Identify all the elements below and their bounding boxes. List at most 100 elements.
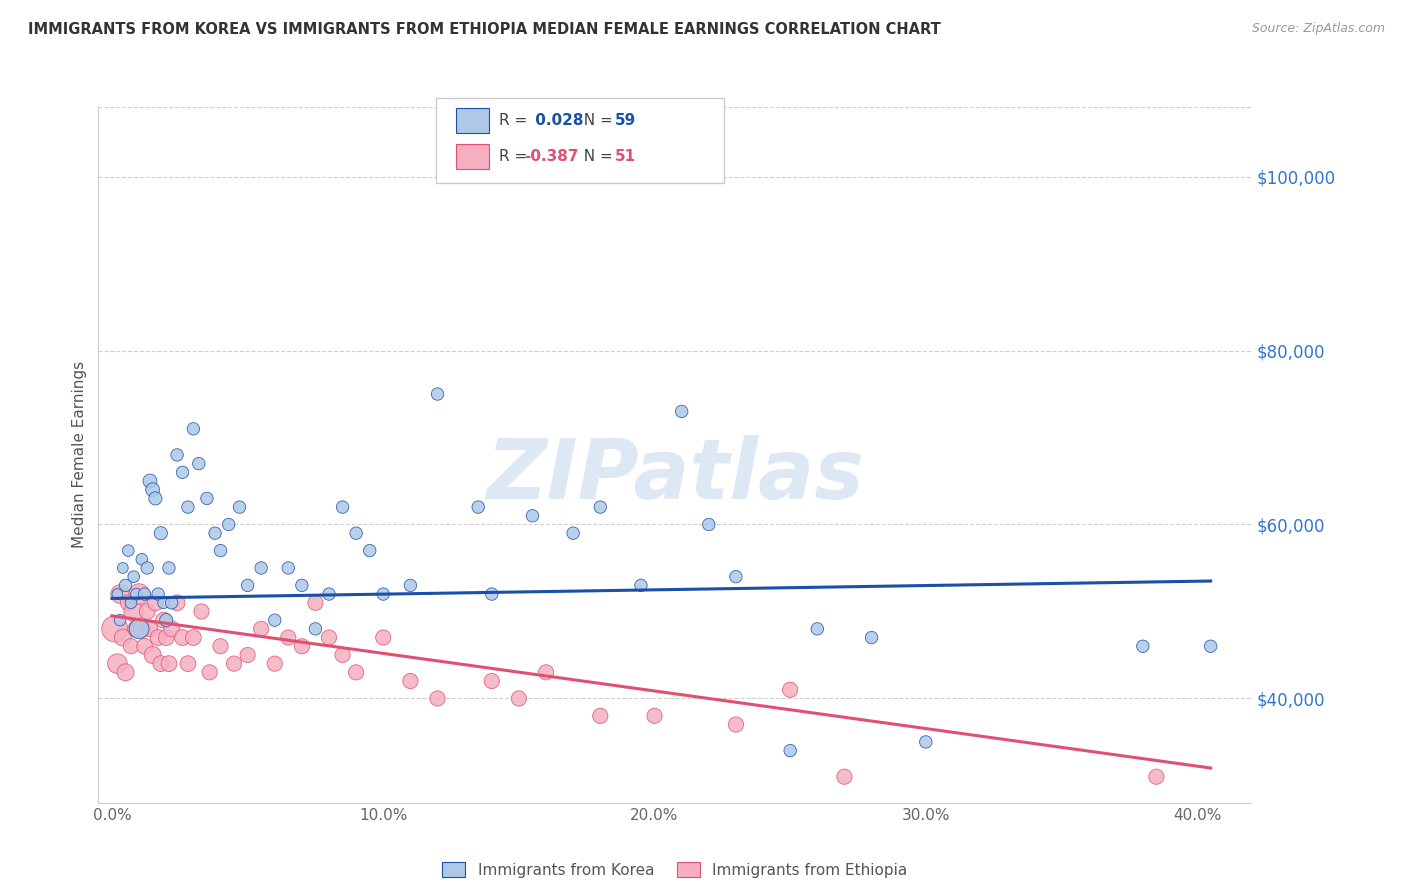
Point [145,491,167,506]
Text: 0.028: 0.028 [530,113,583,128]
Point [481,674,503,689]
Y-axis label: Median Female Earnings: Median Female Earnings [72,361,87,549]
Point [1199,639,1222,653]
Point [107,657,129,671]
Point [277,631,299,645]
Point [426,691,449,706]
Point [522,508,544,523]
Point [120,639,142,653]
Legend: Immigrants from Korea, Immigrants from Ethiopia: Immigrants from Korea, Immigrants from E… [434,855,915,886]
Text: ZIPatlas: ZIPatlas [486,435,863,516]
Point [467,500,489,515]
Point [128,622,150,636]
Point [172,466,194,480]
Point [277,561,299,575]
Point [125,622,148,636]
Point [166,596,188,610]
Point [291,639,314,653]
Point [644,708,666,723]
Point [111,561,134,575]
Text: IMMIGRANTS FROM KOREA VS IMMIGRANTS FROM ETHIOPIA MEDIAN FEMALE EARNINGS CORRELA: IMMIGRANTS FROM KOREA VS IMMIGRANTS FROM… [28,22,941,37]
Point [332,500,354,515]
Point [146,631,169,645]
Point [157,657,180,671]
Point [134,587,156,601]
Text: N =: N = [574,149,617,163]
Point [146,587,169,601]
Point [183,631,205,645]
Point [236,648,259,662]
Point [117,596,139,610]
Point [107,587,129,601]
Point [399,674,422,689]
Point [344,526,367,541]
Point [134,639,156,653]
Point [263,657,285,671]
Point [114,665,136,680]
Point [806,622,828,636]
Text: 59: 59 [614,113,636,128]
Point [236,578,259,592]
Text: -0.387: -0.387 [524,149,579,163]
Point [131,622,153,636]
Point [149,657,172,671]
Point [117,543,139,558]
Point [183,422,205,436]
Point [136,561,159,575]
Point [128,587,150,601]
Point [304,622,326,636]
Point [145,596,167,610]
Point [359,543,381,558]
Point [914,735,936,749]
Point [697,517,720,532]
Point [779,744,801,758]
Point [373,631,395,645]
Point [204,526,226,541]
Point [332,648,354,662]
Point [139,622,162,636]
Point [1132,639,1154,653]
Point [250,561,273,575]
Point [222,657,245,671]
Point [142,648,165,662]
Point [139,474,162,488]
Point [630,578,652,592]
Point [155,613,177,627]
Point [426,387,449,401]
Point [108,587,131,601]
Text: 51: 51 [614,149,636,163]
Point [534,665,557,680]
Text: R =: R = [499,149,533,163]
Point [1144,770,1167,784]
Point [304,596,326,610]
Point [344,665,367,680]
Point [250,622,273,636]
Point [131,552,153,566]
Point [149,526,172,541]
Point [834,770,856,784]
Point [114,578,136,592]
Point [481,587,503,601]
Point [589,708,612,723]
Point [190,605,212,619]
Point [157,561,180,575]
Point [209,639,232,653]
Text: Source: ZipAtlas.com: Source: ZipAtlas.com [1251,22,1385,36]
Point [187,457,209,471]
Point [198,665,221,680]
Point [108,613,131,627]
Point [508,691,530,706]
Point [122,605,145,619]
Point [160,596,183,610]
Point [172,631,194,645]
Point [373,587,395,601]
Point [104,622,127,636]
Point [155,631,177,645]
Point [318,631,340,645]
Point [209,543,232,558]
Text: N =: N = [574,113,617,128]
Point [860,631,883,645]
Point [195,491,218,506]
Point [111,631,134,645]
Point [291,578,314,592]
